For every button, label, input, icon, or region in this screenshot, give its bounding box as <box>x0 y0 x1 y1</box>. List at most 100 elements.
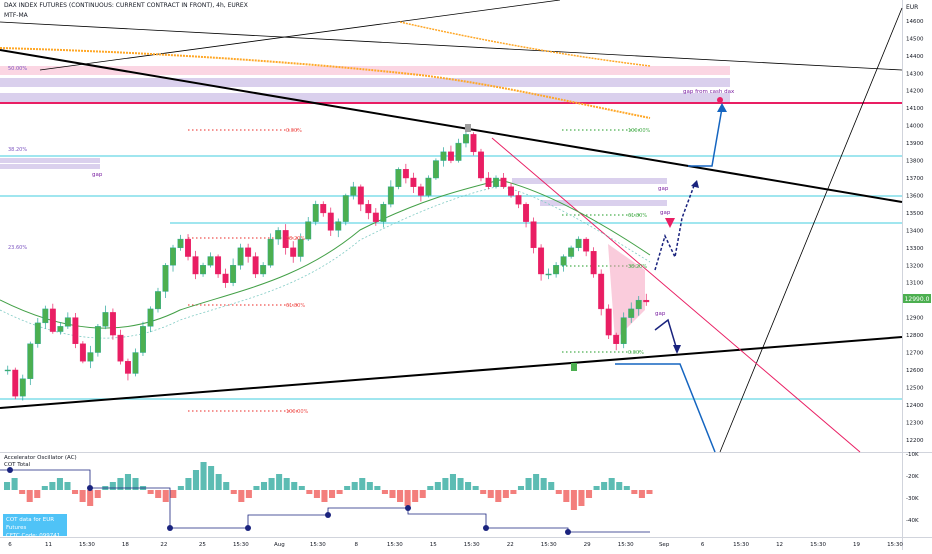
oscillator-bar <box>245 490 252 498</box>
trendline-thin-1 <box>0 21 903 71</box>
oscillator-bar <box>351 482 358 490</box>
price-tick-label: 12300 <box>906 420 924 426</box>
oscillator-bar <box>34 490 41 498</box>
time-tick-label: 15 <box>430 542 437 548</box>
candle-body <box>237 247 244 266</box>
candle-body <box>275 230 282 240</box>
price-tick-label: 14300 <box>906 71 924 77</box>
oscillator-bar <box>412 490 419 502</box>
price-tick-label: 14600 <box>906 19 924 25</box>
lavender-zone-2 <box>0 93 730 102</box>
oscillator-bar <box>4 482 11 490</box>
time-axis[interactable]: 6 11 15:30 18 22 25 15:30 Aug 15:30 8 15:30 15 15:30… <box>8 542 903 548</box>
oscillator-bar <box>215 474 222 490</box>
oscillator-bar <box>427 486 434 490</box>
oscillator-bar <box>623 486 630 490</box>
oscillator-bar <box>616 482 623 490</box>
lavender-zone-3 <box>0 158 100 163</box>
candle-body <box>402 169 409 179</box>
candle-body <box>463 134 469 144</box>
candle-body <box>440 151 447 161</box>
oscillator-bar <box>79 490 86 502</box>
oscillator-bar <box>389 490 396 498</box>
candle-body <box>643 299 650 303</box>
fib-right-label: 61.80% <box>628 213 647 219</box>
candle-body <box>605 308 612 336</box>
price-tick-label: 13600 <box>906 193 924 199</box>
oscillator-title[interactable]: Accelerator Oscillator (AC) <box>4 455 77 461</box>
candle-body <box>57 326 64 332</box>
candle-body <box>493 177 499 187</box>
candle-body <box>252 256 259 275</box>
oscillator-bar <box>585 490 593 498</box>
candle-body <box>260 265 267 275</box>
oscillator-bar <box>480 490 487 494</box>
time-tick-label: 22 <box>160 542 167 548</box>
candle-body <box>628 308 635 318</box>
lavender-zone-4 <box>0 164 100 169</box>
price-tick-label: 13300 <box>906 246 924 252</box>
pink-dot <box>717 97 723 103</box>
time-tick-label: 15:30 <box>464 542 480 548</box>
indicator-label[interactable]: MTF-MA <box>4 12 28 19</box>
oscillator-bar <box>306 490 313 494</box>
oscillator-bar <box>404 490 411 506</box>
oscillator-bar <box>87 490 94 506</box>
candle-body <box>19 378 26 397</box>
candle-body <box>72 317 79 344</box>
oscillator-bar <box>155 490 162 498</box>
candle-body <box>380 203 387 222</box>
oscillator-bar <box>465 482 472 490</box>
gap-label: gap <box>658 186 669 192</box>
fib-mid-label: 100.00% <box>286 409 308 415</box>
time-tick-label: 15:30 <box>541 542 557 548</box>
currency-label: EUR <box>906 4 918 11</box>
candle-body <box>560 256 567 266</box>
price-tick-label: 12500 <box>906 385 924 391</box>
cot-subtitle[interactable]: COT Total <box>4 462 31 468</box>
time-tick-label: 11 <box>45 542 52 548</box>
fib-right-label: 100.00% <box>628 128 650 134</box>
candle-body <box>365 203 372 214</box>
orange-ma-2 <box>399 21 651 67</box>
oscillator-bar <box>177 486 184 490</box>
oscillator-bar <box>638 490 645 498</box>
oscillator-bar <box>185 478 192 490</box>
oscillator-bar <box>397 490 404 502</box>
candle-body <box>64 317 71 327</box>
oscillator-bar <box>253 486 260 490</box>
oscillator-bar <box>41 486 48 490</box>
oscillator-bar <box>381 490 388 494</box>
candle-body <box>215 256 222 275</box>
candle-body <box>447 151 454 161</box>
time-tick-label: 19 <box>853 542 860 548</box>
price-tick-label: 12400 <box>906 403 924 409</box>
oscillator-bar <box>291 482 298 490</box>
cot-info-line1: COT data for EUR Futures <box>6 517 55 531</box>
candle-body <box>305 221 312 240</box>
oscillator-bar <box>260 482 268 490</box>
bullish-projection-arrow <box>688 107 723 167</box>
pink-marker <box>665 218 675 228</box>
price-tick-label: 14400 <box>906 54 924 60</box>
oscillator-bar <box>533 474 540 490</box>
candle-body <box>350 186 357 196</box>
candle-body <box>34 322 41 344</box>
oscillator-bar <box>608 478 615 490</box>
candle-body <box>530 221 537 249</box>
candle-body <box>185 238 191 257</box>
oscillator-bar <box>449 474 456 490</box>
candle-body <box>290 247 297 257</box>
candle-body <box>635 299 642 310</box>
cot-markers <box>7 467 571 535</box>
price-axis[interactable]: EUR 14600 14500 14400 14300 14200 14100 14000 13… <box>906 4 924 444</box>
oscillator-bar <box>419 490 426 498</box>
candle-body <box>395 169 402 187</box>
oscillator-bar <box>147 490 154 494</box>
oscillator-pane[interactable] <box>0 453 902 537</box>
oscillator-tick-label: -30K <box>906 496 919 502</box>
oscillator-axis[interactable]: -10K -20K -30K -40K <box>906 452 919 524</box>
fib-mid-label: 38.20% <box>286 236 305 242</box>
